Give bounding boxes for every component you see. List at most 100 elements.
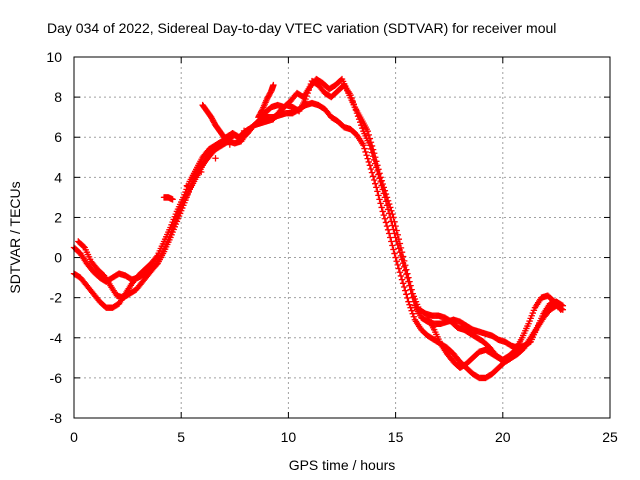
data-point-interp: [151, 263, 158, 271]
data-point-interp: [400, 283, 408, 291]
data-point-interp: [396, 269, 404, 276]
x-tick-label: 25: [602, 429, 618, 445]
data-point: [392, 254, 399, 261]
series-track-1: [70, 99, 567, 382]
data-point-interp: [390, 226, 397, 233]
data-point-interp: [408, 307, 415, 314]
data-point-interp: [398, 249, 406, 256]
data-point: [396, 240, 404, 247]
data-point-interp: [361, 145, 368, 152]
y-tick-label: -6: [50, 370, 63, 386]
data-point: [377, 174, 384, 181]
data-point: [385, 230, 393, 237]
data-point-interp: [382, 219, 390, 226]
data-point-interp: [391, 218, 398, 225]
y-tick-label: 8: [54, 89, 62, 105]
data-point-interp: [395, 235, 403, 243]
data-point-interp: [397, 244, 405, 252]
data-point-interp: [408, 286, 415, 293]
data-point-interp: [397, 272, 405, 280]
data-point-interp: [362, 148, 369, 156]
data-point-interp: [381, 187, 389, 194]
data-point-interp: [403, 291, 410, 298]
data-point-interp: [369, 173, 377, 180]
data-point: [379, 208, 386, 215]
data-point: [559, 302, 567, 309]
data-point-interp: [405, 274, 412, 281]
data-point-interp: [387, 204, 394, 211]
chart-title: Day 034 of 2022, Sidereal Day-to-day VTE…: [47, 20, 556, 36]
data-point-interp: [380, 184, 388, 191]
data-point-interp: [394, 261, 401, 269]
data-point-interp: [363, 152, 370, 159]
data-point-interp: [383, 222, 391, 230]
data-point-interp: [513, 349, 520, 357]
data-point-interp: [400, 257, 408, 265]
data-point-interp: [374, 188, 381, 195]
data-point-interp: [409, 310, 416, 317]
x-tick-label: 5: [177, 429, 185, 445]
series-track-5: [160, 81, 277, 203]
data-point-interp: [370, 176, 378, 184]
data-point-interp: [258, 107, 266, 114]
data-point-interp: [365, 158, 372, 166]
data-point-interp: [183, 182, 191, 189]
data-point: [225, 136, 232, 143]
y-tick-label: -8: [50, 410, 63, 426]
y-tick-label: 6: [54, 129, 62, 145]
data-point: [364, 128, 371, 135]
data-point: [360, 142, 367, 149]
data-point-interp: [385, 200, 393, 208]
data-point-interp: [389, 210, 396, 218]
data-point-interp: [407, 282, 414, 289]
data-point-interp: [379, 180, 386, 188]
data-point-interp: [388, 207, 395, 214]
y-axis-title: SDTVAR / TECUs: [7, 181, 23, 293]
data-point-interp: [368, 142, 376, 150]
data-point-interp: [407, 304, 414, 311]
data-point-interp: [372, 154, 379, 161]
x-tick-label: 10: [281, 429, 297, 445]
data-point-interp: [391, 250, 398, 257]
data-point: [514, 348, 522, 356]
data-point-interp: [402, 262, 409, 269]
data-point-interp: [406, 301, 413, 308]
data-point-interp: [406, 278, 413, 285]
data-point-interp: [364, 155, 371, 162]
data-point-interp: [384, 226, 392, 234]
data-point-interp: [388, 238, 395, 245]
data-point: [403, 266, 410, 273]
data-point-interp: [368, 169, 376, 176]
data-point-interp: [402, 287, 409, 294]
y-tick-label: -2: [50, 290, 63, 306]
series-track-6: [424, 314, 522, 372]
data-point-interp: [198, 168, 205, 176]
y-tick-label: -4: [50, 330, 63, 346]
data-point-interp: [390, 246, 397, 253]
data-point-interp: [384, 197, 392, 204]
data-point-interp: [375, 166, 382, 173]
x-tick-label: 0: [70, 429, 78, 445]
data-point-interp: [389, 242, 396, 249]
data-point-interp: [381, 215, 389, 222]
data-point-interp: [404, 270, 411, 277]
data-point-interp: [226, 141, 233, 148]
data-point-interp: [392, 222, 399, 230]
data-point-interp: [556, 305, 563, 312]
data-point-interp: [380, 211, 388, 219]
data-point-interp: [240, 127, 248, 135]
data-point-interp: [212, 155, 219, 162]
plot-frame: [73, 56, 611, 419]
data-point: [390, 214, 397, 221]
data-point-interp: [378, 177, 385, 184]
data-point-interp: [410, 313, 418, 320]
data-point: [557, 306, 564, 313]
data-point-interp: [80, 243, 87, 250]
data-point: [270, 81, 277, 89]
y-tick-label: 2: [54, 209, 62, 225]
data-point-interp: [365, 131, 372, 139]
data-point: [366, 162, 374, 169]
y-tick-label: 4: [54, 169, 62, 185]
series-track-4: [199, 101, 232, 143]
